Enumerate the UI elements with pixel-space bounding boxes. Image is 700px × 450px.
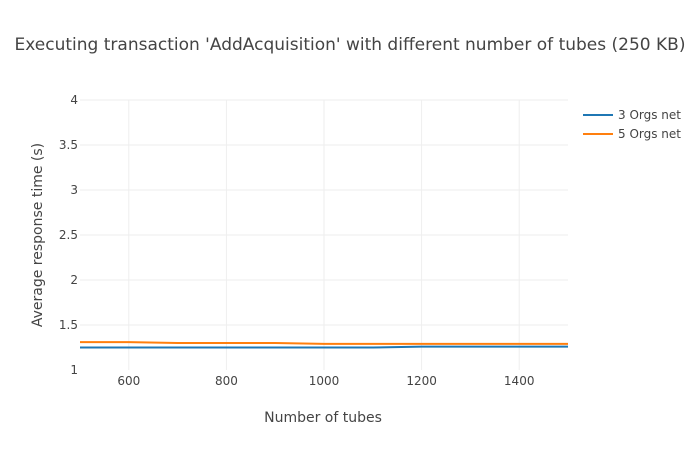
y-tick-label: 1 (70, 363, 78, 377)
x-tick-label: 800 (215, 374, 238, 388)
y-tick-label: 3.5 (59, 138, 78, 152)
x-tick-label: 1200 (406, 374, 437, 388)
legend-item[interactable]: 5 Orgs net (583, 127, 681, 141)
legend-label: 5 Orgs net (618, 127, 681, 141)
y-tick-label: 2.5 (59, 228, 78, 242)
tick-labels: 600 800 1000 1200 1400 1 1.5 2 2.5 3 3.5 4 (59, 93, 535, 388)
y-tick-label: 2 (70, 273, 78, 287)
x-tick-label: 600 (117, 374, 140, 388)
y-axis-title: Average response time (s) (30, 143, 46, 327)
chart-title: Executing transaction 'AddAcquisition' w… (15, 35, 686, 55)
y-tick-label: 1.5 (59, 318, 78, 332)
series-line-2 (80, 341, 568, 345)
series-line-1 (80, 345, 568, 349)
legend: 3 Orgs net 5 Orgs net (583, 108, 681, 141)
y-tick-label: 3 (70, 183, 78, 197)
x-tick-label: 1400 (504, 374, 535, 388)
series-lines (80, 341, 568, 349)
legend-item[interactable]: 3 Orgs net (583, 108, 681, 122)
grid (80, 99, 568, 370)
x-tick-label: 1000 (309, 374, 340, 388)
legend-label: 3 Orgs net (618, 108, 681, 122)
x-axis-title: Number of tubes (264, 410, 382, 426)
y-tick-label: 4 (70, 93, 78, 107)
